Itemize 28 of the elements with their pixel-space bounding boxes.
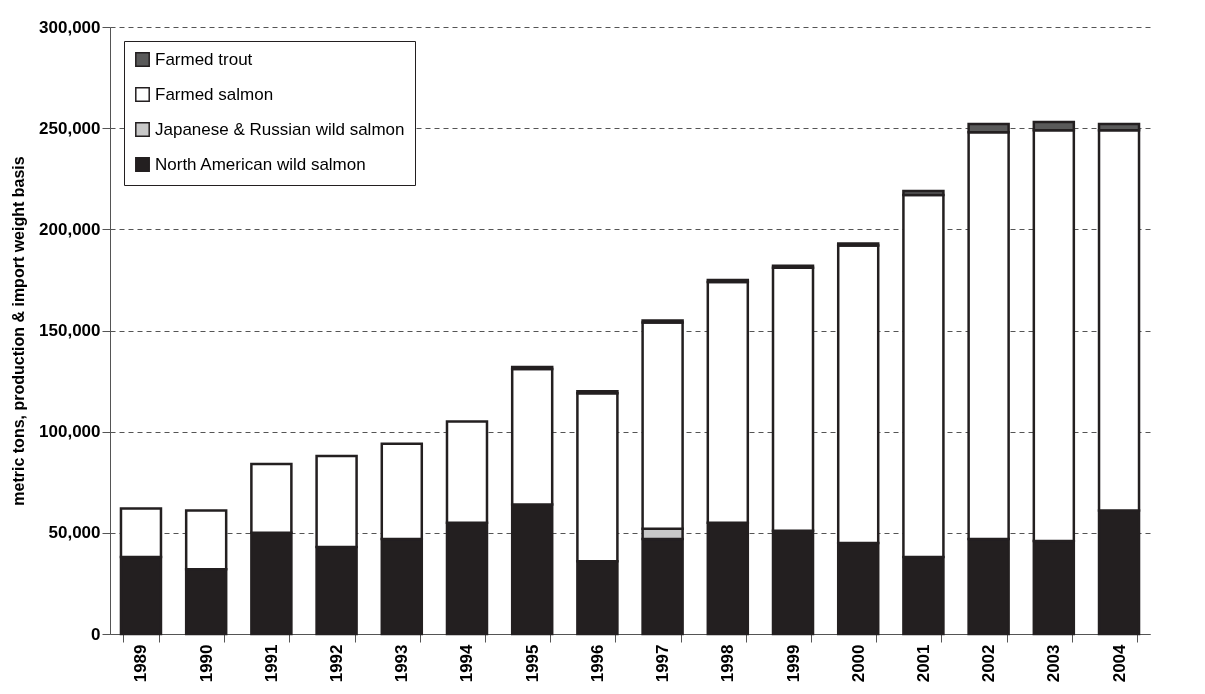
x-tick-label: 1992 [327,644,347,683]
x-tick-label: 1990 [196,644,216,683]
y-tick-label: 50,000 [48,523,101,543]
legend-label: Farmed salmon [155,84,274,104]
x-tick-label: 1989 [131,644,151,683]
x-tick-label: 1994 [457,643,477,683]
y-axis-title: metric tons, production & import weight basis [10,156,28,506]
x-tick-label: 2000 [848,644,868,683]
y-tick-label: 200,000 [39,219,101,239]
x-tick-label: 1993 [392,644,412,683]
y-tick-label: 100,000 [39,422,101,442]
y-tick-label: 250,000 [39,118,101,138]
x-tick-label: 1991 [261,644,281,683]
y-tick-label: 0 [91,624,101,644]
legend-label: North American wild salmon [155,154,366,174]
x-tick-label: 1999 [783,644,803,683]
x-tick-label: 2002 [979,644,999,683]
x-tick-label: 2001 [913,644,933,683]
x-tick-label: 1997 [653,644,673,683]
x-tick-label: 2004 [1109,643,1129,683]
y-tick-label: 150,000 [39,321,101,340]
y-tick-label: 300,000 [39,17,101,37]
legend-label: Japanese & Russian wild salmon [155,119,405,139]
x-tick-label: 2003 [1044,644,1064,683]
x-tick-label: 1995 [522,644,542,683]
x-tick-label: 1998 [718,644,738,683]
legend-label: Farmed trout [155,49,253,69]
x-tick-label: 1996 [587,644,607,683]
